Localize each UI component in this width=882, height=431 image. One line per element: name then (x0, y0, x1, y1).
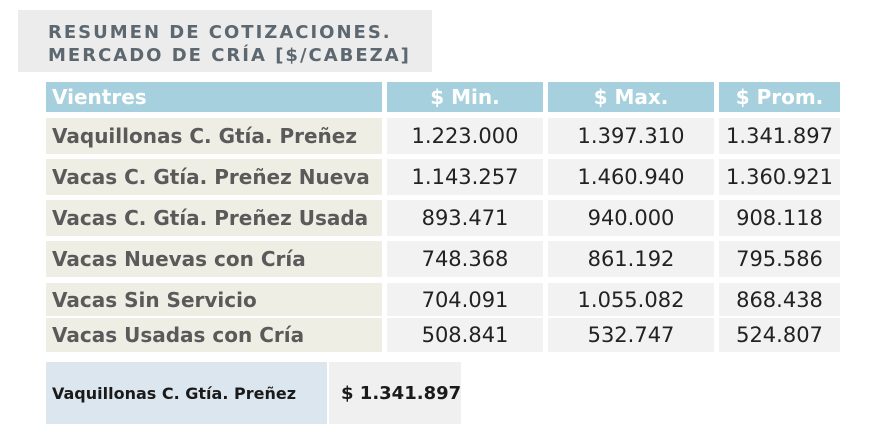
cell-min: 1.223.000 (387, 118, 543, 154)
header-vientres: Vientres (46, 82, 382, 112)
cell-min: 893.471 (387, 200, 543, 236)
title-box: RESUMEN DE COTIZACIONES. MERCADO DE CRÍA… (18, 10, 432, 72)
row-label: Vacas C. Gtía. Preñez Usada (46, 200, 382, 236)
cell-max: 1.397.310 (548, 118, 714, 154)
cell-max: 940.000 (548, 200, 714, 236)
header-min: $ Min. (387, 82, 543, 112)
cell-min: 508.841 (387, 318, 543, 352)
cell-max: 532.747 (548, 318, 714, 352)
title-line-2: MERCADO DE CRÍA [$/CABEZA] (48, 45, 411, 66)
row-label: Vacas Nuevas con Cría (46, 241, 382, 277)
row-label: Vacas Sin Servicio (46, 283, 382, 316)
row-label: Vacas Usadas con Cría (46, 318, 382, 352)
cell-prom: 1.341.897 (719, 118, 840, 154)
cell-max: 861.192 (548, 241, 714, 277)
cell-prom: 524.807 (719, 318, 840, 352)
cell-min: 1.143.257 (387, 159, 543, 195)
title-line-1: RESUMEN DE COTIZACIONES. (48, 22, 392, 43)
summary-label: Vaquillonas C. Gtía. Preñez (46, 362, 327, 424)
cell-min: 704.091 (387, 283, 543, 316)
cell-max: 1.460.940 (548, 159, 714, 195)
cell-prom: 795.586 (719, 241, 840, 277)
row-label: Vaquillonas C. Gtía. Preñez (46, 118, 382, 154)
header-prom: $ Prom. (719, 82, 840, 112)
cell-prom: 1.360.921 (719, 159, 840, 195)
summary-value: $ 1.341.897 (329, 362, 461, 424)
row-label: Vacas C. Gtía. Preñez Nueva (46, 159, 382, 195)
cell-prom: 868.438 (719, 283, 840, 316)
header-max: $ Max. (548, 82, 714, 112)
cell-prom: 908.118 (719, 200, 840, 236)
cell-max: 1.055.082 (548, 283, 714, 316)
cell-min: 748.368 (387, 241, 543, 277)
